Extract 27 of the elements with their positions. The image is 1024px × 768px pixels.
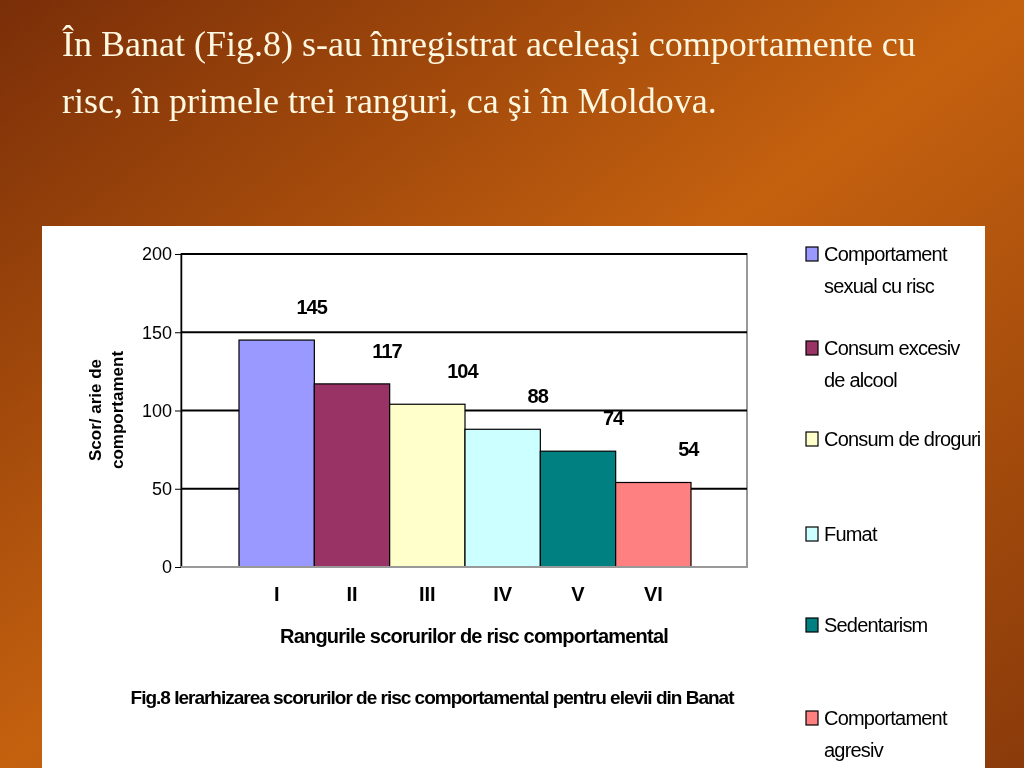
x-tick-label: II	[346, 583, 358, 606]
x-tick-label: V	[571, 583, 586, 606]
x-axis-title: Rangurile scorurilor de risc comportamental	[280, 625, 669, 647]
data-label: 117	[372, 339, 403, 362]
y-tick-label: 0	[161, 557, 172, 578]
x-tick-label: I	[273, 583, 280, 606]
data-label: 54	[678, 438, 701, 461]
y-tick-label: 50	[151, 479, 172, 500]
y-tick-label: 150	[141, 322, 172, 343]
legend-label: Fumat	[824, 523, 878, 545]
legend-label: Consum excesiv de alcool	[824, 337, 961, 391]
y-tick-label: 200	[141, 244, 172, 265]
legend-label: Comportament agresiv	[824, 707, 948, 761]
data-label: 145	[296, 296, 328, 319]
y-axis-title: Scor/ arie de comportament	[86, 350, 127, 470]
x-tick-label: IV	[493, 583, 513, 606]
legend-label: Comportament sexual cu risc	[824, 243, 948, 297]
legend-label: Consum de droguri	[824, 428, 981, 450]
chart-title: În Banat (Fig.8) s-au înregistrat aceleaşi comportamente cu risc, în primele trei ranguri, ca şi în Moldova.	[62, 24, 916, 121]
data-label: 74	[602, 407, 625, 430]
x-tick-label: VI	[643, 583, 663, 606]
caption: Fig.8 Ierarhizarea scorurilor de risc comportamental pentru elevii din Banat	[130, 687, 736, 708]
x-tick-label: III	[419, 583, 436, 606]
legend-label: Sedentarism	[824, 614, 928, 636]
y-tick-label: 100	[141, 400, 172, 421]
data-label: 88	[527, 385, 549, 408]
data-label: 104	[447, 360, 480, 383]
